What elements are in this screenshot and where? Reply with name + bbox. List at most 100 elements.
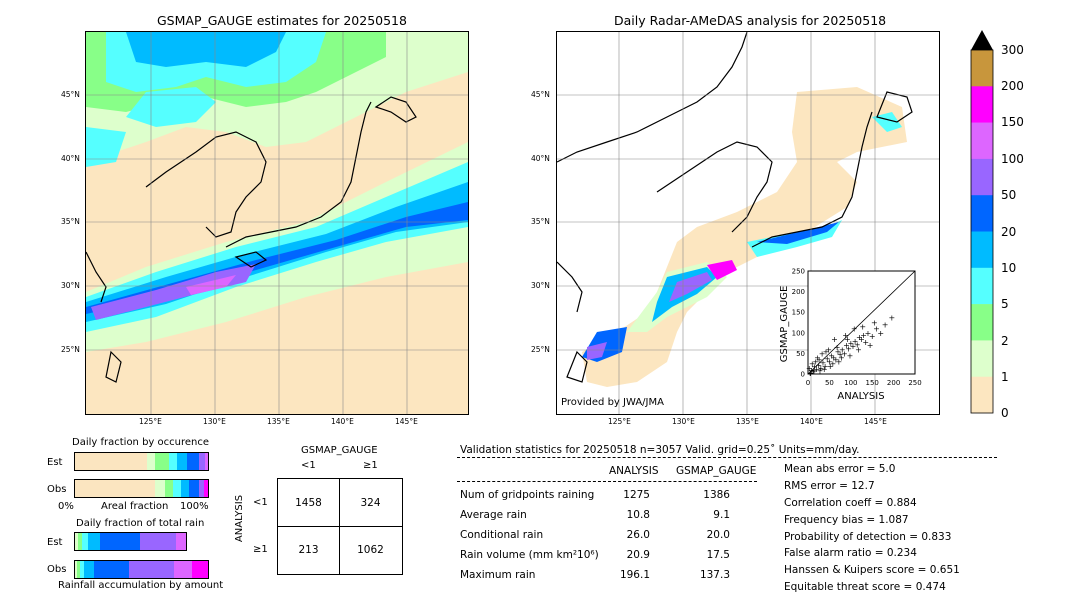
colorbar <box>970 30 994 414</box>
scatter-point: + <box>814 354 821 363</box>
scatter-point: + <box>855 345 862 354</box>
scatter-point: + <box>856 333 863 342</box>
scatter-point: + <box>838 354 845 363</box>
score-far: False alarm ratio = 0.234 <box>784 547 917 559</box>
stat-label-gridpoints: Num of gridpoints raining <box>460 489 595 501</box>
scatter-point: + <box>824 354 831 363</box>
cbar-label-0: 0 <box>1001 406 1009 420</box>
scatter-point: + <box>844 335 851 344</box>
stat-gsmap-volume: 17.5 <box>706 549 730 561</box>
right-lon-125: 125°E <box>608 417 631 426</box>
validation-header: Validation statistics for 20250518 n=305… <box>460 444 860 456</box>
scatter-xtick: 200 <box>887 379 900 387</box>
contingency-col-ge1: ≥1 <box>363 460 378 471</box>
scatter-point: + <box>847 351 854 360</box>
scatter-point: + <box>828 351 835 360</box>
total-rain-est-bar <box>74 532 187 551</box>
scatter-point: + <box>889 314 896 323</box>
scatter-point: + <box>882 321 889 330</box>
scatter-point: + <box>817 367 824 376</box>
occurrence-axis-right: 100% <box>180 501 209 512</box>
scatter-ytick: 100 <box>792 329 805 337</box>
scatter-point: + <box>832 356 839 365</box>
contingency-cell-d: 1062 <box>357 544 384 556</box>
total-rain-obs-bar <box>74 560 209 579</box>
scatter-point: + <box>822 362 829 371</box>
right-map-title: Daily Radar-AMeDAS analysis for 20250518 <box>614 13 887 28</box>
stat-analysis-volume: 20.9 <box>626 549 650 561</box>
scatter-point: + <box>867 341 874 350</box>
occurrence-est-label: Est <box>47 457 63 468</box>
colorbar-segment <box>971 158 993 196</box>
scatter-xtick: 250 <box>908 379 921 387</box>
right-lat-30: 30°N <box>531 281 550 290</box>
stat-label-volume: Rain volume (mm km²10⁶) <box>460 549 599 561</box>
left-lon-130: 130°E <box>203 417 226 426</box>
stat-gsmap-conditional: 20.0 <box>706 529 730 541</box>
colorbar-segment <box>971 304 993 341</box>
right-lon-145: 145°E <box>864 417 887 426</box>
cbar-label-5: 5 <box>1001 297 1009 311</box>
scatter-point: + <box>831 335 838 344</box>
scatter-point: + <box>826 358 833 367</box>
left-lat-40: 40°N <box>61 154 80 163</box>
left-lat-25: 25°N <box>61 345 80 354</box>
cbar-label-50: 50 <box>1001 188 1017 202</box>
score-ets: Equitable threat score = 0.474 <box>784 581 946 593</box>
total-rain-footer: Rainfall accumulation by amount <box>58 580 224 591</box>
scatter-point: + <box>845 344 852 353</box>
occurrence-axis-mid: Areal fraction <box>101 501 169 512</box>
scatter-ytick: 0 <box>801 371 805 379</box>
scatter-point: + <box>807 369 814 378</box>
score-freq-bias: Frequency bias = 1.087 <box>784 514 909 526</box>
col-header-analysis: ANALYSIS <box>609 465 659 477</box>
right-lon-135: 135°E <box>736 417 759 426</box>
scatter-point: + <box>809 360 816 369</box>
stat-analysis-gridpoints: 1275 <box>623 489 650 501</box>
scatter-xtick: 150 <box>866 379 879 387</box>
scatter-point: + <box>843 341 850 350</box>
scatter-point: + <box>859 323 866 332</box>
cbar-label-300: 300 <box>1001 43 1024 57</box>
scatter-point: + <box>808 366 815 375</box>
scatter-xlabel: ANALYSIS <box>837 391 884 402</box>
contingency-header: GSMAP_GAUGE <box>301 445 378 456</box>
right-lat-25: 25°N <box>531 345 550 354</box>
stat-label-conditional: Conditional rain <box>460 529 544 541</box>
scatter-point: + <box>813 365 820 374</box>
left-lon-135: 135°E <box>267 417 290 426</box>
scatter-point: + <box>873 325 880 334</box>
map-credit: Provided by JWA/JMA <box>561 397 664 408</box>
contingency-cell-a: 1458 <box>295 497 322 509</box>
colorbar-segment <box>971 376 993 414</box>
stat-gsmap-maximum: 137.3 <box>699 569 730 581</box>
scatter-point: + <box>829 360 836 369</box>
validation-divider-2 <box>457 481 757 482</box>
cbar-label-1: 1 <box>1001 370 1009 384</box>
cbar-label-200: 200 <box>1001 79 1024 93</box>
scatter-point: + <box>827 362 834 371</box>
cbar-label-20: 20 <box>1001 225 1017 239</box>
occurrence-obs-bar <box>74 479 209 498</box>
scatter-ytick: 50 <box>796 350 805 358</box>
scatter-point: + <box>851 325 858 334</box>
cbar-label-2: 2 <box>1001 334 1009 348</box>
scatter-ylabel: GSMAP_GAUGE <box>779 286 790 363</box>
scatter-ytick: 200 <box>792 288 805 296</box>
scatter-point: + <box>810 368 817 377</box>
contingency-cell-b: 324 <box>360 497 381 509</box>
scatter-ytick: 150 <box>792 309 805 317</box>
scatter-point: + <box>811 366 818 375</box>
scatter-point: + <box>854 340 861 349</box>
scatter-point: + <box>823 347 830 356</box>
colorbar-segment <box>971 340 993 377</box>
colorbar-segments <box>971 50 993 414</box>
scatter-xtick: 0 <box>806 379 810 387</box>
scatter-point: + <box>812 358 819 367</box>
stat-label-maximum: Maximum rain <box>460 569 536 581</box>
occurrence-axis-left: 0% <box>58 501 74 512</box>
scatter-point: + <box>842 331 849 340</box>
left-lat-30: 30°N <box>61 281 80 290</box>
score-rmse: RMS error = 12.7 <box>784 480 875 492</box>
cbar-label-150: 150 <box>1001 115 1024 129</box>
